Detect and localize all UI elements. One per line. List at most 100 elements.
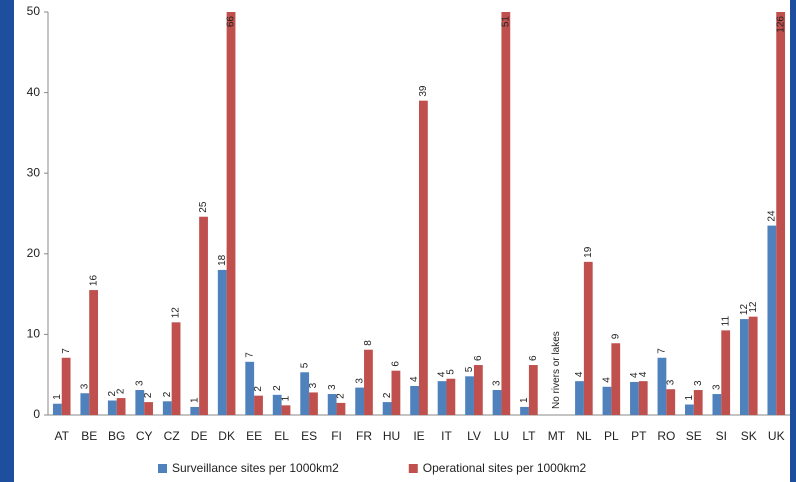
x-tick-label: IE <box>413 429 424 443</box>
value-label: 25 <box>198 201 209 213</box>
x-tick-label: SE <box>686 429 702 443</box>
value-label: 9 <box>610 333 621 339</box>
value-label: 2 <box>382 392 393 398</box>
value-label: 1 <box>52 394 63 400</box>
value-label: 126 <box>775 16 786 33</box>
bar <box>217 269 227 415</box>
y-tick-label: 0 <box>33 407 40 421</box>
bar <box>748 316 758 415</box>
x-tick-label: IT <box>441 429 452 443</box>
bar <box>693 390 703 415</box>
x-tick-label: RO <box>657 429 675 443</box>
x-tick-label: DE <box>191 429 208 443</box>
bar <box>520 406 529 415</box>
bar <box>300 372 310 415</box>
bar <box>528 365 538 415</box>
value-label: 3 <box>327 384 338 390</box>
bar <box>446 378 456 415</box>
value-label: 3 <box>665 379 676 385</box>
x-tick-label: BG <box>108 429 125 443</box>
value-label: 2 <box>107 390 118 396</box>
bar <box>575 381 584 415</box>
value-label: 2 <box>336 393 347 399</box>
value-label: 5 <box>464 366 475 372</box>
x-tick-label: BE <box>81 429 97 443</box>
value-label: 3 <box>492 380 503 386</box>
bar <box>712 394 722 415</box>
legend-label: Operational sites per 1000km2 <box>423 461 587 475</box>
value-label: 12 <box>171 307 182 319</box>
y-tick-label: 30 <box>27 165 41 179</box>
x-tick-label: SI <box>716 429 727 443</box>
x-tick-label: UK <box>768 429 785 443</box>
y-tick-label: 20 <box>27 246 41 260</box>
value-label: 1 <box>684 395 695 401</box>
bar <box>473 365 483 415</box>
bar <box>135 390 145 415</box>
bar <box>767 225 777 415</box>
bar <box>336 402 346 415</box>
value-label: 5 <box>299 362 310 368</box>
bar <box>419 100 428 415</box>
y-tick-label: 40 <box>27 85 41 99</box>
value-label: 3 <box>712 384 723 390</box>
x-tick-label: CZ <box>164 429 180 443</box>
value-label: 7 <box>61 348 72 354</box>
x-tick-label: EL <box>274 429 289 443</box>
value-label: 1 <box>281 395 292 401</box>
bar <box>226 12 236 416</box>
bars <box>52 12 786 416</box>
value-label: 3 <box>308 382 319 388</box>
value-label: 6 <box>528 355 539 361</box>
value-label: 4 <box>574 371 585 377</box>
bar <box>327 394 337 415</box>
bar <box>364 349 373 415</box>
x-tick-label: HU <box>383 429 400 443</box>
x-tick-label: FR <box>356 429 372 443</box>
value-label: 11 <box>720 316 731 327</box>
value-label: 3 <box>79 383 90 389</box>
y-tick-label: 10 <box>27 327 41 341</box>
value-label: 1 <box>519 397 530 403</box>
legend-swatch <box>408 464 418 473</box>
x-tick-label: DK <box>218 429 235 443</box>
bar <box>721 330 731 415</box>
value-label: 7 <box>657 348 668 354</box>
bar <box>666 389 676 415</box>
value-label: 12 <box>748 301 759 313</box>
value-label: 51 <box>500 16 511 28</box>
x-tick-label: NL <box>576 429 592 443</box>
x-tick-label: LV <box>467 429 481 443</box>
bar <box>254 395 263 415</box>
bar <box>602 386 612 415</box>
value-label: 4 <box>409 376 420 382</box>
value-label: 4 <box>629 372 640 378</box>
value-label: 3 <box>354 378 365 384</box>
bar <box>61 357 71 415</box>
bar <box>657 357 667 415</box>
value-label: 19 <box>583 246 594 258</box>
value-label: 2 <box>272 385 283 391</box>
bar <box>355 387 365 415</box>
value-label: 6 <box>473 355 484 361</box>
value-label: 8 <box>363 340 374 346</box>
value-label: 1 <box>189 397 200 403</box>
legend-swatch <box>158 464 167 473</box>
value-label: 2 <box>116 388 127 394</box>
x-tick-label: FI <box>331 429 342 443</box>
bar <box>52 403 62 415</box>
legend-label: Surveillance sites per 1000km2 <box>172 461 339 475</box>
x-tick-label: LU <box>494 429 509 443</box>
bar <box>107 400 117 415</box>
x-tick-label: SK <box>741 429 757 443</box>
x-tick-label: EE <box>246 429 262 443</box>
bar <box>501 12 511 415</box>
value-label: 7 <box>244 352 255 358</box>
x-tick-label: CY <box>136 429 153 443</box>
value-label: 4 <box>638 371 649 377</box>
bar <box>272 394 282 415</box>
bar <box>638 381 648 415</box>
bar <box>281 405 291 415</box>
bar <box>116 398 126 415</box>
value-label: 24 <box>767 210 778 222</box>
